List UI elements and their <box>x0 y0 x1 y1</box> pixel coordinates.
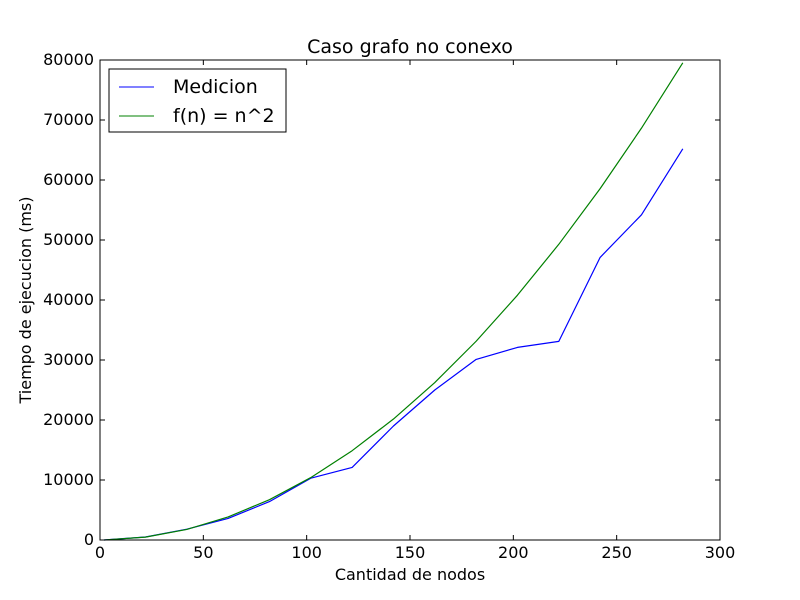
y-tick-label: 60000 <box>43 170 94 189</box>
y-tick-label: 0 <box>84 530 94 549</box>
data-point-f-n-n-2 <box>228 516 229 517</box>
data-point-f-n-n-2 <box>558 244 559 245</box>
y-tick-label: 40000 <box>43 290 94 309</box>
x-axis: 0 50 100 150 200 250 300 <box>95 60 735 562</box>
x-tick-label: 0 <box>95 543 105 562</box>
data-point-medicion <box>641 214 642 215</box>
legend-label-medicion: Medicion <box>173 76 258 98</box>
data-point-f-n-n-2 <box>352 450 353 451</box>
x-tick-label: 150 <box>395 543 426 562</box>
data-point-f-n-n-2 <box>145 536 146 537</box>
data-point-medicion <box>269 501 270 502</box>
x-tick-label: 250 <box>601 543 632 562</box>
data-point-f-n-n-2 <box>310 477 311 478</box>
y-axis-title: Tiempo de ejecucion (ms) <box>16 196 35 404</box>
data-point-medicion <box>393 425 394 426</box>
data-point-f-n-n-2 <box>269 499 270 500</box>
data-point-medicion <box>600 257 601 258</box>
data-point-f-n-n-2 <box>641 128 642 129</box>
x-tick-label: 50 <box>193 543 213 562</box>
data-point-medicion <box>434 389 435 390</box>
y-axis: 0 10000 20000 30000 40000 50000 60000 70000 8000… <box>43 50 720 549</box>
legend-box <box>108 68 287 133</box>
legend-label-f-n: f(n) = n^2 <box>173 105 275 127</box>
y-tick-label: 80000 <box>43 50 94 69</box>
y-tick-label: 10000 <box>43 470 94 489</box>
series-line-f-n-n-2 <box>104 62 684 541</box>
data-point-medicion <box>682 148 683 149</box>
legend: Medicion f(n) = n^2 <box>108 68 287 133</box>
x-axis-title: Cantidad de nodos <box>335 565 485 584</box>
x-tick-label: 100 <box>291 543 322 562</box>
data-point-f-n-n-2 <box>393 418 394 419</box>
y-tick-label: 70000 <box>43 110 94 129</box>
x-tick-label: 300 <box>705 543 736 562</box>
data-point-medicion <box>476 359 477 360</box>
series-layer <box>104 62 684 541</box>
y-tick-label: 50000 <box>43 230 94 249</box>
data-point-medicion <box>558 341 559 342</box>
data-point-f-n-n-2 <box>434 382 435 383</box>
data-point-medicion <box>352 467 353 468</box>
data-point-f-n-n-2 <box>517 295 518 296</box>
data-point-f-n-n-2 <box>476 341 477 342</box>
data-point-f-n-n-2 <box>186 529 187 530</box>
data-point-medicion <box>228 518 229 519</box>
data-point-f-n-n-2 <box>682 62 683 63</box>
y-tick-label: 20000 <box>43 410 94 429</box>
data-point-f-n-n-2 <box>600 188 601 189</box>
data-point-medicion <box>517 347 518 348</box>
chart-title: Caso grafo no conexo <box>307 36 513 58</box>
y-tick-label: 30000 <box>43 350 94 369</box>
x-tick-label: 200 <box>498 543 529 562</box>
